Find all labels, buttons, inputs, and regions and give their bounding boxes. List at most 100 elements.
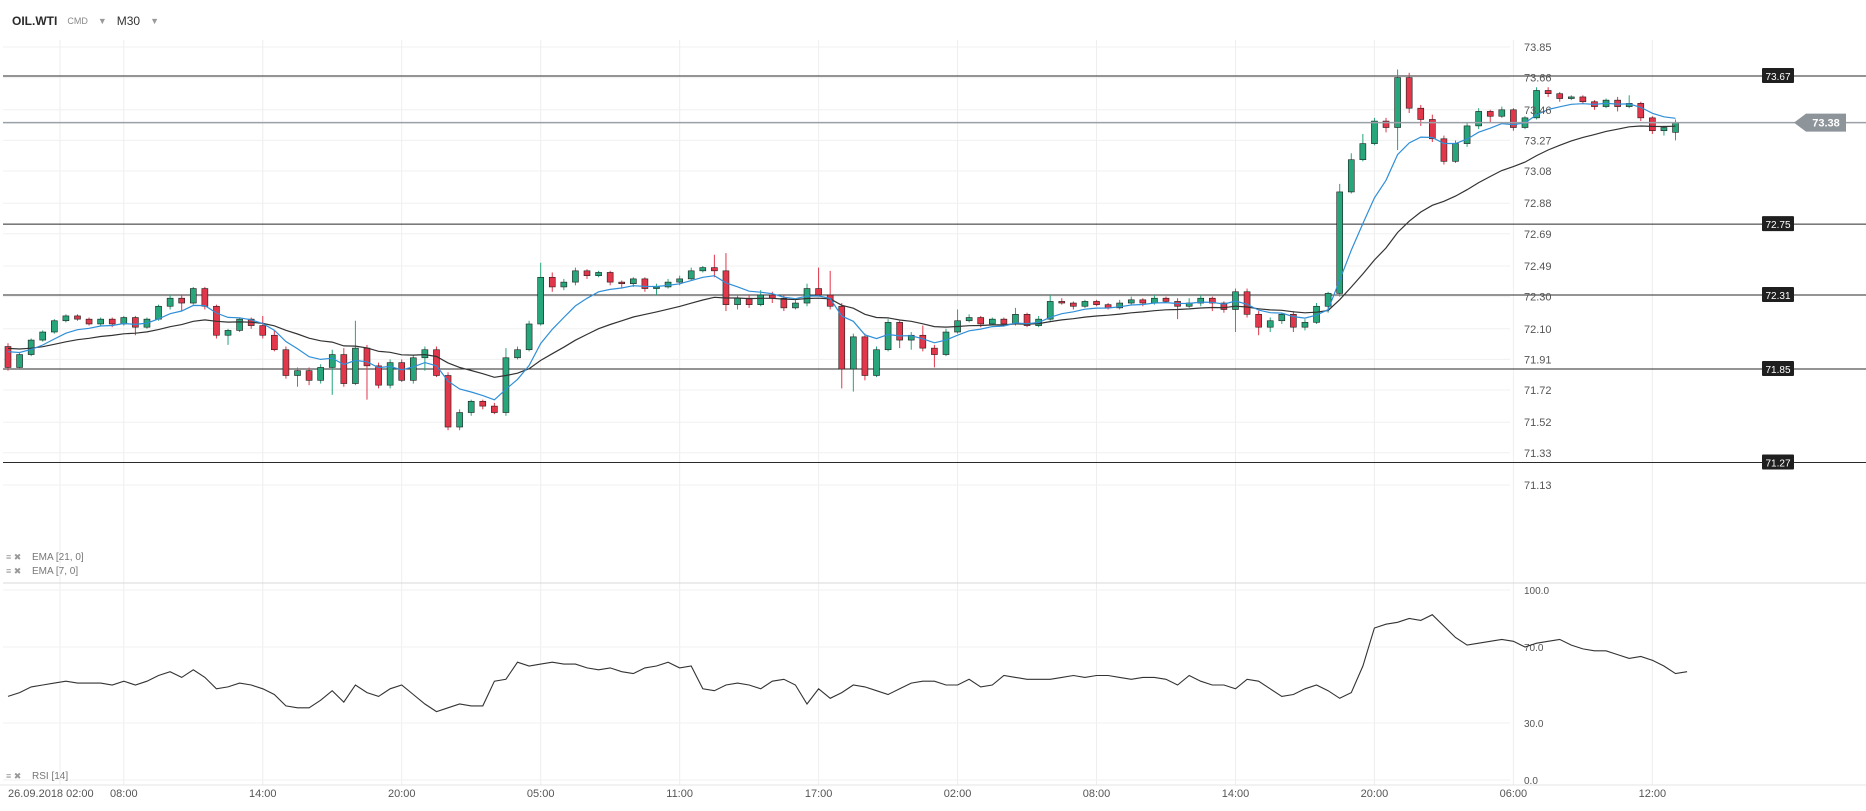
grid bbox=[3, 40, 1866, 785]
candle-body bbox=[1486, 111, 1494, 117]
candle-body bbox=[572, 270, 579, 283]
candle-body bbox=[1046, 301, 1054, 320]
price-tick-label: 72.88 bbox=[1524, 198, 1552, 210]
candle-down bbox=[1255, 311, 1262, 336]
time-tick-label: 05:00 bbox=[527, 788, 555, 800]
time-tick-label: 14:00 bbox=[1222, 788, 1250, 800]
symbol-label[interactable]: OIL.WTI bbox=[12, 14, 58, 28]
candle-body bbox=[1023, 314, 1031, 326]
level-tag-label: 73.67 bbox=[1765, 72, 1790, 83]
candle-body bbox=[676, 278, 683, 283]
candle-body bbox=[1440, 138, 1448, 162]
candle-down bbox=[1579, 95, 1587, 104]
candle-up bbox=[1301, 319, 1309, 331]
price-tick-label: 72.69 bbox=[1524, 229, 1552, 241]
candle-up bbox=[317, 364, 324, 384]
candle-body bbox=[687, 270, 695, 280]
candle-down bbox=[548, 272, 556, 292]
candle-down bbox=[1093, 299, 1100, 307]
candle-up bbox=[294, 367, 301, 387]
candle-body bbox=[1058, 301, 1066, 304]
candle-down bbox=[826, 270, 834, 310]
candle-body bbox=[236, 318, 243, 331]
candle-body bbox=[352, 347, 359, 384]
candle-down bbox=[1649, 116, 1656, 134]
timeframe-label[interactable]: M30 bbox=[116, 14, 141, 28]
candle-body bbox=[514, 349, 521, 359]
candle-down bbox=[1070, 301, 1077, 310]
candle-up bbox=[514, 346, 521, 360]
candle-down bbox=[1486, 109, 1494, 123]
candle-body bbox=[988, 318, 996, 325]
candle-down bbox=[896, 320, 903, 349]
level-tag bbox=[1762, 286, 1794, 302]
candle-up bbox=[1475, 108, 1482, 130]
candle-body bbox=[224, 330, 232, 336]
candle-down bbox=[1243, 288, 1251, 318]
candle-body bbox=[1151, 297, 1158, 304]
candle-body bbox=[1452, 143, 1459, 162]
candle-body bbox=[317, 367, 324, 381]
candle-up bbox=[653, 283, 660, 295]
candle-body bbox=[132, 317, 139, 328]
candle-body bbox=[166, 297, 174, 307]
time-tick-label: 14:00 bbox=[249, 788, 277, 800]
level-tag-label: 71.27 bbox=[1765, 458, 1790, 469]
candle-down bbox=[4, 343, 12, 371]
candle-up bbox=[1498, 106, 1506, 118]
market-chevron-down-icon[interactable]: ▼ bbox=[97, 16, 107, 26]
candle-up bbox=[1266, 317, 1274, 333]
candle-up bbox=[537, 262, 544, 326]
price-tick-label: 73.08 bbox=[1524, 166, 1552, 178]
current-price-label: 73.38 bbox=[1812, 118, 1840, 130]
candle-up bbox=[907, 332, 915, 350]
candle-body bbox=[1382, 120, 1390, 128]
timeframe-chevron-down-icon[interactable]: ▼ bbox=[150, 16, 160, 26]
price-tick-label: 73.85 bbox=[1524, 42, 1552, 54]
candle-body bbox=[16, 354, 23, 368]
candle-body bbox=[1672, 122, 1679, 133]
candle-body bbox=[1649, 117, 1656, 132]
price-tick-label: 71.13 bbox=[1524, 480, 1552, 492]
candle-body bbox=[1544, 90, 1552, 94]
ema-7-line bbox=[7, 102, 1676, 401]
candle-down bbox=[363, 344, 371, 400]
level-tag-label: 72.75 bbox=[1765, 220, 1790, 231]
candle-down bbox=[178, 294, 185, 312]
candle-down bbox=[433, 346, 440, 378]
candle-body bbox=[1371, 120, 1378, 144]
candle-body bbox=[1301, 322, 1309, 328]
candle-up bbox=[502, 348, 510, 416]
candle-body bbox=[1637, 103, 1645, 119]
candle-body bbox=[1394, 77, 1401, 128]
candle-down bbox=[711, 254, 718, 278]
candle-up bbox=[988, 317, 996, 326]
candle-up bbox=[62, 314, 70, 323]
candle-body bbox=[1579, 96, 1587, 103]
candle-up bbox=[386, 359, 394, 389]
level-tag-label: 71.85 bbox=[1765, 365, 1790, 376]
candle-up bbox=[1336, 183, 1343, 297]
candle-body bbox=[537, 276, 544, 325]
ema-lines bbox=[7, 102, 1676, 401]
candle-body bbox=[1417, 107, 1425, 120]
candle-body bbox=[1336, 191, 1343, 294]
candle-up bbox=[456, 409, 463, 431]
candle-up bbox=[166, 294, 174, 310]
rsi-tick-label: 70.0 bbox=[1524, 643, 1544, 654]
price-tick-label: 73.66 bbox=[1524, 73, 1552, 85]
candle-down bbox=[85, 317, 93, 326]
level-tag bbox=[1762, 454, 1794, 470]
candle-body bbox=[375, 365, 382, 386]
candle-down bbox=[1382, 117, 1390, 133]
candle-body bbox=[1359, 143, 1367, 161]
candle-body bbox=[328, 354, 336, 368]
price-tick-label: 72.49 bbox=[1524, 261, 1552, 273]
level-tag bbox=[1762, 216, 1794, 232]
candle-body bbox=[39, 331, 47, 341]
candle-up bbox=[51, 319, 58, 334]
time-tick-label: 20:00 bbox=[388, 788, 416, 800]
candle-down bbox=[444, 372, 452, 431]
candle-up bbox=[954, 309, 961, 334]
